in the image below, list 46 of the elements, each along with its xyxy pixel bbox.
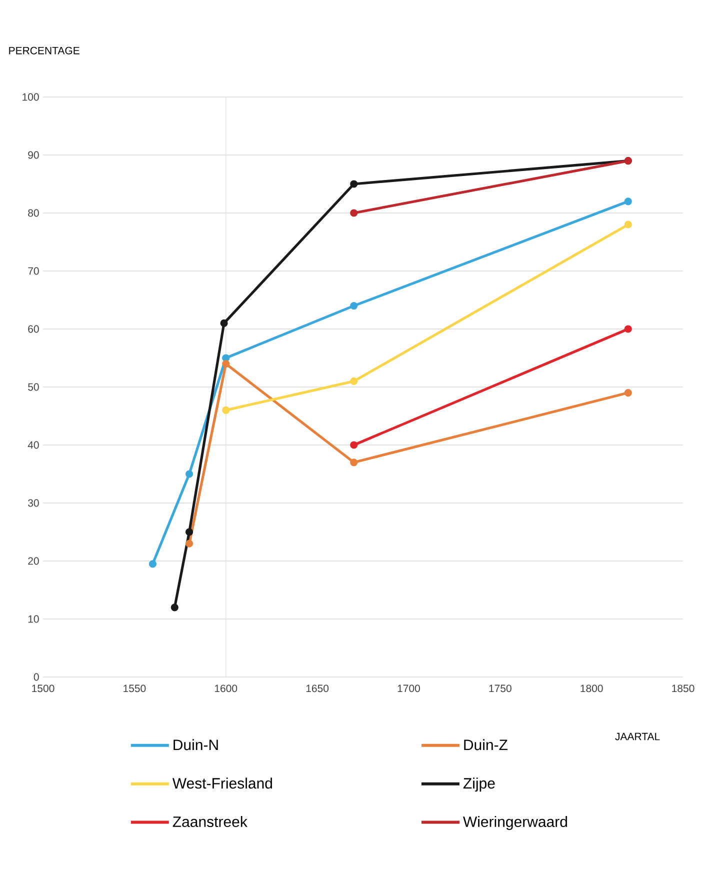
point: [185, 528, 194, 536]
x-tick-label: 1800: [580, 684, 603, 692]
y-tick-label: 20: [28, 557, 39, 565]
point: [624, 388, 632, 397]
legend-label: Duin-Z: [464, 739, 508, 750]
y-tick-label: 50: [28, 383, 39, 391]
point: [624, 220, 632, 228]
y-tick-label: 0: [34, 673, 39, 681]
y-tick-label: 100: [22, 93, 39, 101]
point: [222, 406, 230, 414]
y-tick-label: 40: [28, 441, 39, 449]
point: [350, 377, 358, 385]
legend-label: Zijpe: [463, 778, 495, 792]
x-tick-label: 1500: [32, 684, 54, 692]
legend-label: Wieringerwaard: [463, 816, 568, 830]
x-tick-label: 1600: [214, 684, 238, 692]
point: [170, 604, 178, 612]
point: [350, 302, 358, 310]
point: [350, 441, 358, 449]
y-tick-label: 90: [28, 151, 39, 159]
point: [185, 470, 194, 478]
point: [148, 560, 157, 568]
point: [350, 209, 358, 217]
x-tick-label: 1550: [124, 684, 146, 692]
point: [350, 458, 358, 466]
legend-label: Zaanstreek: [172, 816, 248, 828]
y-axis-title: PERCENTAGE: [9, 46, 80, 54]
point: [350, 180, 358, 188]
y-tick-label: 60: [28, 325, 39, 333]
x-axis-title: JAARTAL: [615, 732, 660, 740]
point: [220, 319, 228, 327]
legend-label: Duin-N: [174, 739, 218, 750]
point: [185, 540, 194, 548]
point: [624, 325, 632, 333]
y-tick-label: 10: [28, 615, 39, 623]
point: [222, 354, 230, 362]
x-tick-label: 1650: [306, 684, 329, 692]
y-tick-label: 80: [28, 209, 39, 217]
legend-label: West-Friesland: [172, 778, 272, 789]
x-tick-label: 1750: [489, 684, 512, 692]
point: [624, 198, 632, 206]
x-tick-label: 1850: [672, 684, 694, 692]
point: [222, 360, 230, 368]
x-tick-label: 1700: [398, 684, 420, 692]
y-tick-label: 30: [28, 499, 39, 507]
y-tick-label: 70: [28, 267, 39, 275]
